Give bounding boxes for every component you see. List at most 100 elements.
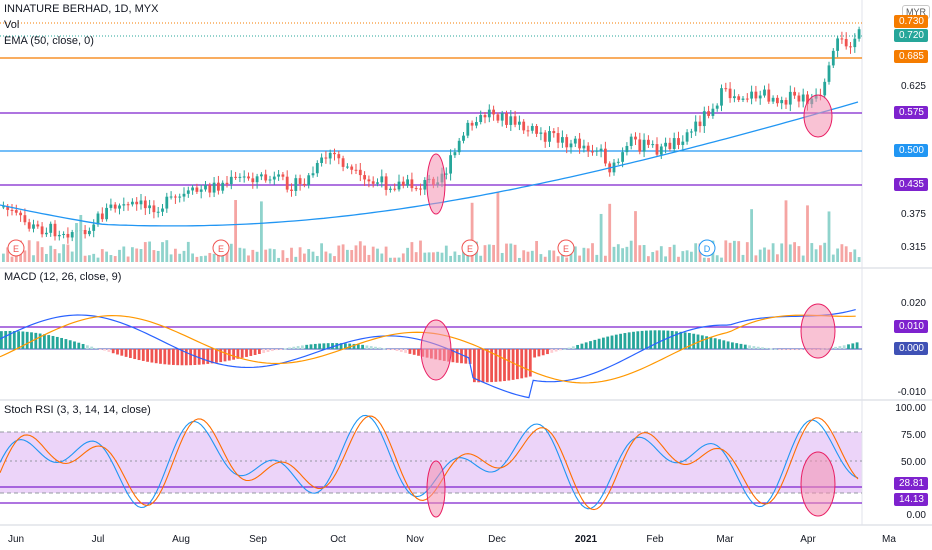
highlight-ellipse bbox=[803, 94, 833, 138]
volume-bar bbox=[539, 254, 543, 262]
volume-bar bbox=[298, 247, 302, 262]
volume-bar bbox=[294, 256, 298, 262]
volume-bar bbox=[367, 254, 371, 262]
macd-histogram-bar bbox=[12, 331, 16, 349]
macd-histogram-bar bbox=[296, 346, 300, 349]
macd-histogram-bar bbox=[309, 344, 313, 349]
macd-histogram-bar bbox=[632, 331, 635, 349]
macd-histogram-bar bbox=[490, 349, 493, 383]
macd-histogram-bar bbox=[791, 349, 794, 350]
event-marker-label: E bbox=[467, 244, 473, 254]
volume-bar bbox=[733, 240, 736, 262]
candle bbox=[492, 109, 495, 115]
macd-level-tag: 0.010 bbox=[894, 320, 928, 333]
macd-histogram-bar bbox=[559, 349, 562, 351]
macd-histogram-bar bbox=[146, 349, 149, 362]
candle bbox=[350, 166, 354, 170]
volume-bar bbox=[612, 246, 616, 262]
volume-bar bbox=[36, 241, 40, 262]
candle bbox=[788, 91, 792, 105]
candle bbox=[677, 138, 680, 145]
macd-histogram-bar bbox=[374, 346, 377, 349]
candle bbox=[40, 226, 44, 235]
candle bbox=[19, 212, 22, 216]
macd-histogram-bar bbox=[516, 349, 519, 380]
macd-histogram-bar bbox=[365, 345, 369, 349]
volume-bar bbox=[328, 253, 332, 262]
candle bbox=[410, 179, 414, 189]
macd-histogram-bar bbox=[666, 330, 670, 349]
volume-bar bbox=[311, 251, 315, 262]
macd-histogram-bar bbox=[610, 335, 614, 349]
candle bbox=[453, 152, 457, 156]
candle bbox=[681, 141, 685, 145]
candle bbox=[307, 175, 311, 186]
macd-histogram-bar bbox=[25, 331, 29, 349]
event-marker-label: E bbox=[218, 244, 224, 254]
volume-bar bbox=[371, 246, 375, 262]
macd-histogram-bar bbox=[455, 349, 459, 363]
x-axis-label: Oct bbox=[330, 534, 346, 545]
volume-bar bbox=[513, 244, 517, 262]
x-axis-label: Feb bbox=[646, 534, 664, 545]
candle bbox=[836, 38, 839, 51]
volume-bar bbox=[758, 249, 762, 262]
macd-histogram-bar bbox=[172, 349, 175, 365]
candle bbox=[784, 100, 788, 105]
volume-bar bbox=[427, 252, 431, 262]
macd-histogram-bar bbox=[589, 341, 592, 349]
macd-histogram-bar bbox=[206, 349, 210, 364]
volume-bar bbox=[152, 250, 156, 262]
macd-histogram-bar bbox=[210, 349, 214, 364]
volume-bar bbox=[350, 250, 354, 262]
candle bbox=[341, 158, 345, 167]
x-axis-label: Ma bbox=[882, 534, 896, 545]
volume-bar bbox=[470, 202, 474, 262]
candle bbox=[113, 204, 117, 209]
volume-bar bbox=[522, 250, 526, 262]
candle bbox=[659, 146, 663, 155]
candle bbox=[556, 133, 560, 143]
candle bbox=[698, 121, 702, 127]
volume-bar bbox=[79, 214, 83, 262]
macd-histogram-bar bbox=[713, 338, 717, 349]
macd-histogram-bar bbox=[180, 349, 184, 366]
volume-bar bbox=[651, 252, 655, 262]
candle bbox=[569, 143, 573, 148]
volume-bar bbox=[260, 201, 263, 262]
candle bbox=[793, 91, 796, 96]
volume-bar bbox=[303, 253, 306, 262]
candle bbox=[664, 142, 667, 147]
volume-bar bbox=[573, 246, 577, 262]
macd-histogram-bar bbox=[275, 349, 278, 351]
macd-histogram-bar bbox=[554, 349, 558, 352]
macd-histogram-bar bbox=[4, 331, 8, 349]
candle bbox=[728, 88, 732, 99]
candle bbox=[599, 148, 603, 151]
volume-label: Vol bbox=[4, 19, 20, 31]
candle bbox=[487, 109, 491, 118]
macd-histogram-bar bbox=[266, 349, 270, 353]
candle bbox=[182, 193, 186, 197]
volume-bar bbox=[625, 246, 629, 262]
volume-bar bbox=[401, 253, 405, 262]
volume-bar bbox=[346, 249, 349, 262]
candle bbox=[148, 205, 151, 209]
volume-bar bbox=[229, 243, 233, 262]
candle bbox=[758, 95, 762, 99]
volume-bar bbox=[109, 255, 113, 262]
candle bbox=[423, 180, 427, 190]
candle bbox=[857, 29, 861, 39]
volume-bar bbox=[647, 256, 650, 262]
macd-histogram-bar bbox=[0, 331, 3, 349]
macd-histogram-bar bbox=[249, 349, 253, 356]
volume-bar bbox=[182, 250, 186, 262]
candle bbox=[513, 116, 517, 125]
volume-bar bbox=[389, 257, 392, 262]
macd-histogram-bar bbox=[47, 335, 51, 349]
macd-axis-tick: 0.020 bbox=[900, 298, 926, 309]
volume-bar bbox=[728, 242, 732, 262]
macd-histogram-bar bbox=[318, 343, 321, 349]
candle bbox=[229, 176, 233, 185]
